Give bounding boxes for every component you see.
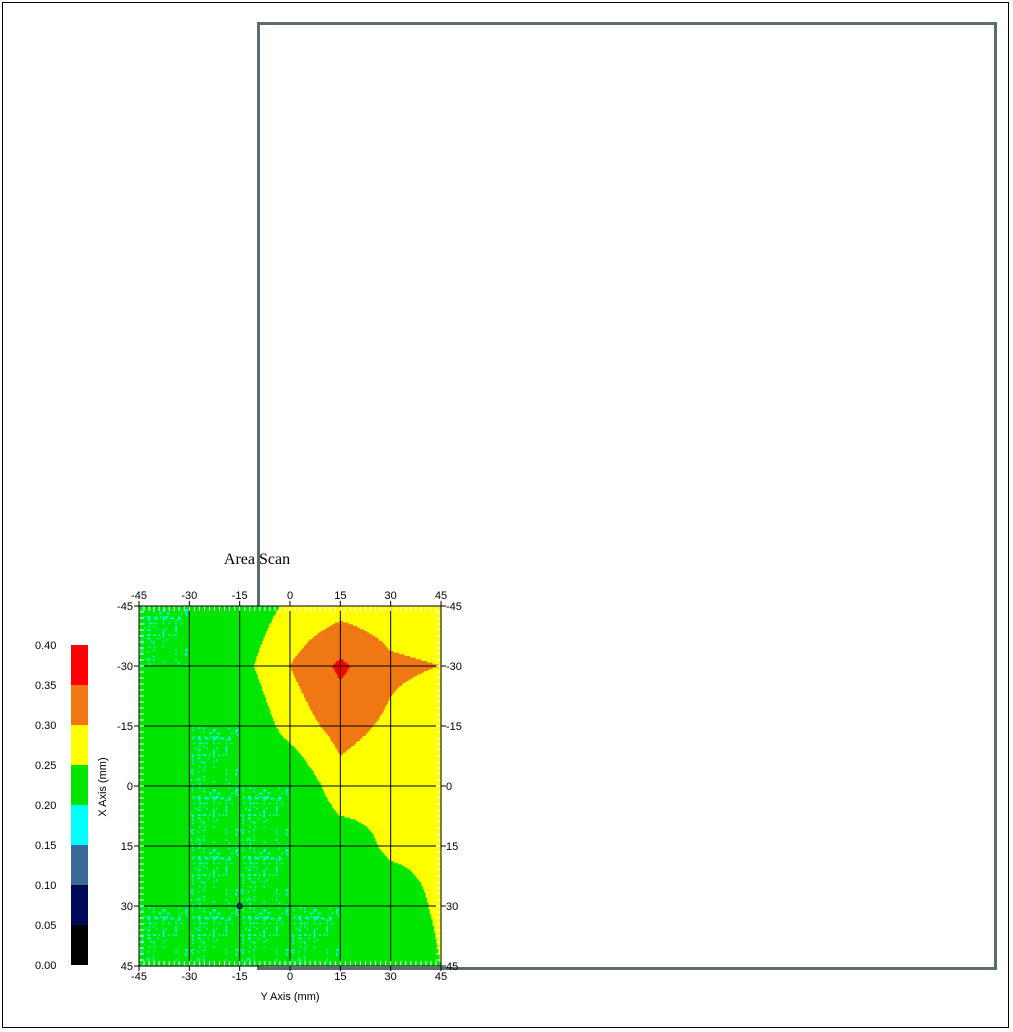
chart-title: Area Scan [224, 551, 290, 568]
